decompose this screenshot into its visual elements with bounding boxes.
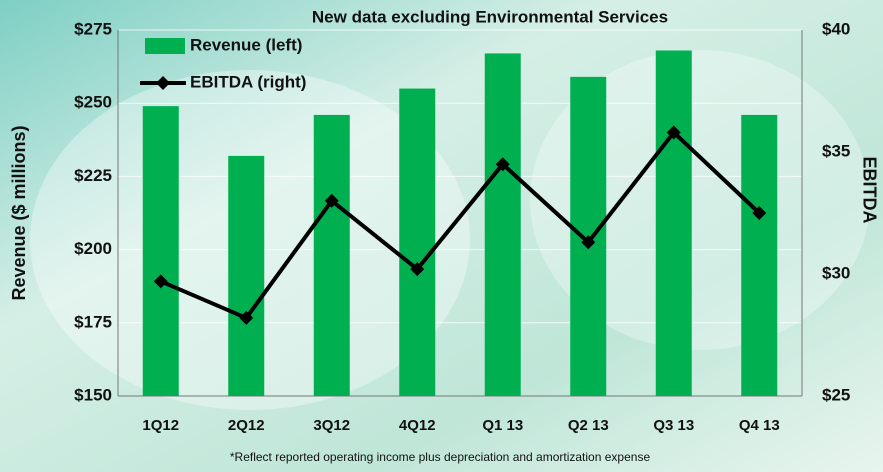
legend-label: EBITDA (right)	[190, 72, 306, 91]
legend-swatch	[145, 38, 185, 54]
legend-marker	[156, 76, 170, 90]
x-tick-label: Q1 13	[482, 417, 523, 434]
background-shape	[530, 50, 870, 350]
x-tick-label: Q2 13	[568, 417, 609, 434]
bar	[399, 88, 436, 396]
line-marker	[581, 235, 596, 250]
line-marker	[239, 310, 254, 325]
line-marker	[410, 262, 425, 277]
y2-axis-title: EBITDA	[859, 157, 879, 224]
y2-tick-label: $35	[822, 141, 850, 160]
y-tick-label: $250	[74, 93, 112, 112]
bar	[313, 114, 350, 397]
footnote: *Reflect reported operating income plus …	[230, 450, 651, 464]
line-marker	[153, 274, 168, 289]
y2-tick-label: $40	[822, 19, 850, 38]
line-marker	[752, 206, 767, 220]
y-tick-label: $150	[74, 385, 112, 404]
bar	[484, 53, 521, 396]
x-tick-label: Q3 13	[653, 417, 694, 434]
x-tick-label: 3Q12	[313, 417, 350, 434]
y-tick-label: $175	[74, 312, 112, 331]
y-tick-label: $275	[74, 19, 112, 38]
x-tick-label: 2Q12	[228, 417, 265, 434]
y-tick-label: $200	[74, 239, 112, 258]
y2-tick-label: $30	[822, 263, 850, 282]
y2-tick-label: $25	[822, 385, 850, 404]
x-tick-label: 4Q12	[399, 417, 436, 434]
legend-label: Revenue (left)	[190, 35, 302, 54]
chart-title: New data excluding Environmental Service…	[312, 7, 668, 26]
bar	[741, 114, 778, 397]
line-marker	[324, 193, 339, 208]
line-marker	[666, 125, 681, 140]
line-marker	[495, 157, 510, 172]
x-tick-label: Q4 13	[739, 417, 780, 434]
x-tick-label: 1Q12	[142, 417, 179, 434]
y-axis-title: Revenue ($ millions)	[9, 125, 29, 300]
line	[159, 130, 761, 320]
bar	[655, 50, 692, 396]
bar	[142, 106, 179, 397]
y-tick-label: $225	[74, 166, 112, 185]
bar	[228, 155, 265, 396]
